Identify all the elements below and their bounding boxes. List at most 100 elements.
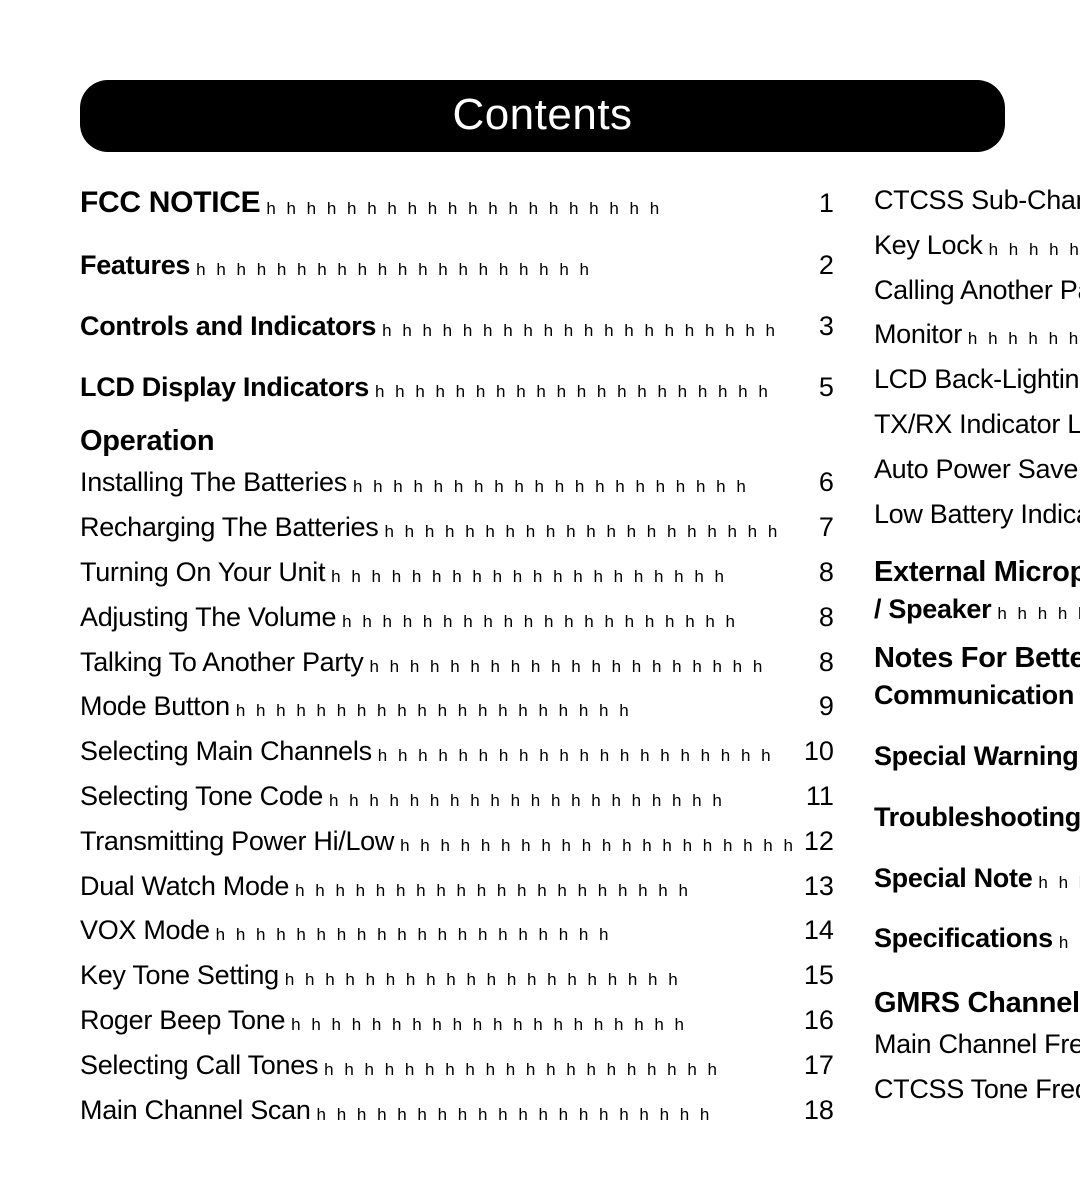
- toc-entry: Dual Watch Modeh h h h h h h h h h h h h…: [80, 868, 834, 906]
- toc-entry-label: Turning On Your Unit: [80, 554, 325, 592]
- toc-entry: Main Channel Scanh h h h h h h h h h h h…: [80, 1092, 834, 1130]
- toc-leader: h h h h h h h h h h h h h h h h h h h h: [962, 327, 1080, 351]
- toc-entry: LCD Display Indicatorsh h h h h h h h h …: [80, 369, 834, 407]
- toc-entry: Featuresh h h h h h h h h h h h h h h h …: [80, 247, 834, 285]
- toc-entry: Mode Buttonh h h h h h h h h h h h h h h…: [80, 688, 834, 726]
- toc-entry: Special Noteh h h h h h h h h h h h h h …: [874, 860, 1080, 898]
- toc-entry: Auto Power Saverh h h h h h h h h h h h …: [874, 451, 1080, 489]
- toc-entry: Special Warningh h h h h h h h h h h h h…: [874, 738, 1080, 776]
- spacer: [874, 844, 1080, 860]
- toc-entry-label: Controls and Indicators: [80, 308, 376, 346]
- toc-entry-page: 8: [802, 644, 834, 682]
- toc-entry-label: Adjusting The Volume: [80, 599, 336, 637]
- toc-entry: Troubleshooting Guideh h h h h h h h h h…: [874, 799, 1080, 837]
- toc-entry-page: 8: [802, 554, 834, 592]
- toc-leader: h h h h h h h h h h h h h h h h h h h h: [260, 197, 802, 221]
- toc-entry-label: Selecting Call Tones: [80, 1047, 318, 1085]
- toc-entry: VOX Modeh h h h h h h h h h h h h h h h …: [80, 912, 834, 950]
- toc-leader: h h h h h h h h h h h h h h h h h h h h: [325, 565, 802, 589]
- toc-entry-page: 7: [802, 509, 834, 547]
- toc-entry: Turning On Your Unith h h h h h h h h h …: [80, 554, 834, 592]
- toc-leader: h h h h h h h h h h h h h h h h h h h h: [363, 655, 801, 679]
- toc-leader: h h h h h h h h h h h h h h h h h h h h: [991, 602, 1080, 626]
- toc-entry-label: Specifications: [874, 920, 1053, 958]
- toc-entry-page: 18: [802, 1092, 834, 1130]
- toc-entry: / Speakerh h h h h h h h h h h h h h h h…: [874, 591, 1080, 629]
- toc-entry: Roger Beep Toneh h h h h h h h h h h h h…: [80, 1002, 834, 1040]
- toc-entry-page: 2: [802, 247, 834, 285]
- toc-entry: Low Battery Indicatorh h h h h h h h h h…: [874, 496, 1080, 534]
- toc-entry-label: VOX Mode: [80, 912, 210, 950]
- toc-entry: Main Channel Frequenciesh h h h h h h h …: [874, 1026, 1080, 1064]
- toc-entry-label: Main Channel Scan: [80, 1092, 311, 1130]
- toc-leader: h h h h h h h h h h h h h h h h h h h h: [230, 699, 802, 723]
- toc-entry: FCC NOTICEh h h h h h h h h h h h h h h …: [80, 182, 834, 224]
- toc-leader: h h h h h h h h h h h h h h h h h h h h: [1032, 871, 1080, 895]
- toc-entry-page: 14: [802, 912, 834, 950]
- toc-leader: h h h h h h h h h h h h h h h h h h h h: [190, 258, 802, 282]
- toc-entry-label: Recharging The Batteries: [80, 509, 378, 547]
- toc-entry-label: Installing The Batteries: [80, 464, 347, 502]
- toc-entry: Specificationsh h h h h h h h h h h h h …: [874, 920, 1080, 958]
- toc-right-column: CTCSS Sub-Channel Scan h h h h h h h h h …: [874, 182, 1080, 1136]
- toc-entry-label: Troubleshooting Guide: [874, 799, 1080, 837]
- toc-entry-label: Calling Another Party: [874, 272, 1080, 310]
- toc-leader: h h h h h h h h h h h h h h h h h h h h: [394, 834, 802, 858]
- spacer: [874, 722, 1080, 738]
- toc-leader: h h h h h h h h h h h h h h h h h h h h: [336, 610, 802, 634]
- toc-entry-label: Transmitting Power Hi/Low: [80, 823, 394, 861]
- spacer: [80, 292, 834, 308]
- toc-leader: h h h h h h h h h h h h h h h h h h h h: [376, 319, 802, 343]
- toc-entry-label: LCD Display Indicators: [80, 369, 369, 407]
- toc-entry: Calling Another Partyh h h h h h h h h h…: [874, 272, 1080, 310]
- toc-leader: h h h h h h h h h h h h h h h h h h h h: [210, 923, 802, 947]
- toc-leader: h h h h h h h h h h h h h h h h h h h h: [372, 744, 802, 768]
- toc-entry-page: 10: [802, 733, 834, 771]
- toc-entry-label: Roger Beep Tone: [80, 1002, 285, 1040]
- toc-entry-page: 15: [802, 957, 834, 995]
- toc-columns: FCC NOTICEh h h h h h h h h h h h h h h …: [80, 182, 1005, 1136]
- toc-leader: h h h h h h h h h h h h h h h h h h h h: [289, 879, 802, 903]
- toc-entry-label: Key Tone Setting: [80, 957, 279, 995]
- toc-entry-page: 8: [802, 599, 834, 637]
- toc-leader: h h h h h h h h h h h h h h h h h h h h: [983, 238, 1080, 262]
- toc-entry-label: Special Note: [874, 860, 1032, 898]
- toc-entry-page: 6: [802, 464, 834, 502]
- toc-entry: Transmitting Power Hi/Lowh h h h h h h h…: [80, 823, 834, 861]
- toc-entry-page: 13: [802, 868, 834, 906]
- toc-entry: Adjusting The Volumeh h h h h h h h h h …: [80, 599, 834, 637]
- contents-header: Contents: [80, 80, 1005, 152]
- toc-leader: h h h h h h h h h h h h h h h h h h h h: [311, 1103, 802, 1127]
- toc-entry-label: Auto Power Saver: [874, 451, 1080, 489]
- toc-entry: Installing The Batteriesh h h h h h h h …: [80, 464, 834, 502]
- toc-entry-label: Dual Watch Mode: [80, 868, 289, 906]
- toc-entry-label: Special Warning: [874, 738, 1079, 776]
- toc-entry-label: CTCSS Sub-Channel Scan: [874, 182, 1080, 220]
- toc-entry-firstline: External Microphone: [874, 556, 1080, 589]
- spacer: [874, 540, 1080, 556]
- toc-entry: CTCSS Tone Frequenciesh h h h h h h h h …: [874, 1071, 1080, 1109]
- toc-entry-page: 3: [802, 308, 834, 346]
- toc-entry: Controls and Indicatorsh h h h h h h h h…: [80, 308, 834, 346]
- spacer: [874, 783, 1080, 799]
- toc-leader: h h h h h h h h h h h h h h h h h h h h: [1074, 688, 1080, 712]
- spacer: [80, 231, 834, 247]
- toc-left-column: FCC NOTICEh h h h h h h h h h h h h h h …: [80, 182, 834, 1136]
- toc-entry: Selecting Tone Codeh h h h h h h h h h h…: [80, 778, 834, 816]
- toc-leader: h h h h h h h h h h h h h h h h h h h h: [1053, 931, 1080, 955]
- toc-entry-label: Mode Button: [80, 688, 230, 726]
- toc-entry-label: Selecting Main Channels: [80, 733, 372, 771]
- toc-entry: Selecting Main Channelsh h h h h h h h h…: [80, 733, 834, 771]
- toc-entry: TX/RX Indicator LED Lamph h h h h h h h …: [874, 406, 1080, 444]
- toc-entry-label: Features: [80, 247, 190, 285]
- toc-entry-label: / Speaker: [874, 591, 991, 629]
- toc-leader: h h h h h h h h h h h h h h h h h h h h: [285, 1013, 802, 1037]
- toc-entry-page: 16: [802, 1002, 834, 1040]
- toc-entry-label: LCD Back-Lighting Lamp: [874, 361, 1080, 399]
- toc-entry-label: Low Battery Indicator: [874, 496, 1080, 534]
- toc-entry: Talking To Another Partyh h h h h h h h …: [80, 644, 834, 682]
- toc-entry: Key Lockh h h h h h h h h h h h h h h h …: [874, 227, 1080, 265]
- toc-entry: LCD Back-Lighting Lamph h h h h h h h h …: [874, 361, 1080, 399]
- toc-section-header: GMRS Channel Frequencies: [874, 987, 1080, 1020]
- toc-section-header: Operation: [80, 425, 834, 458]
